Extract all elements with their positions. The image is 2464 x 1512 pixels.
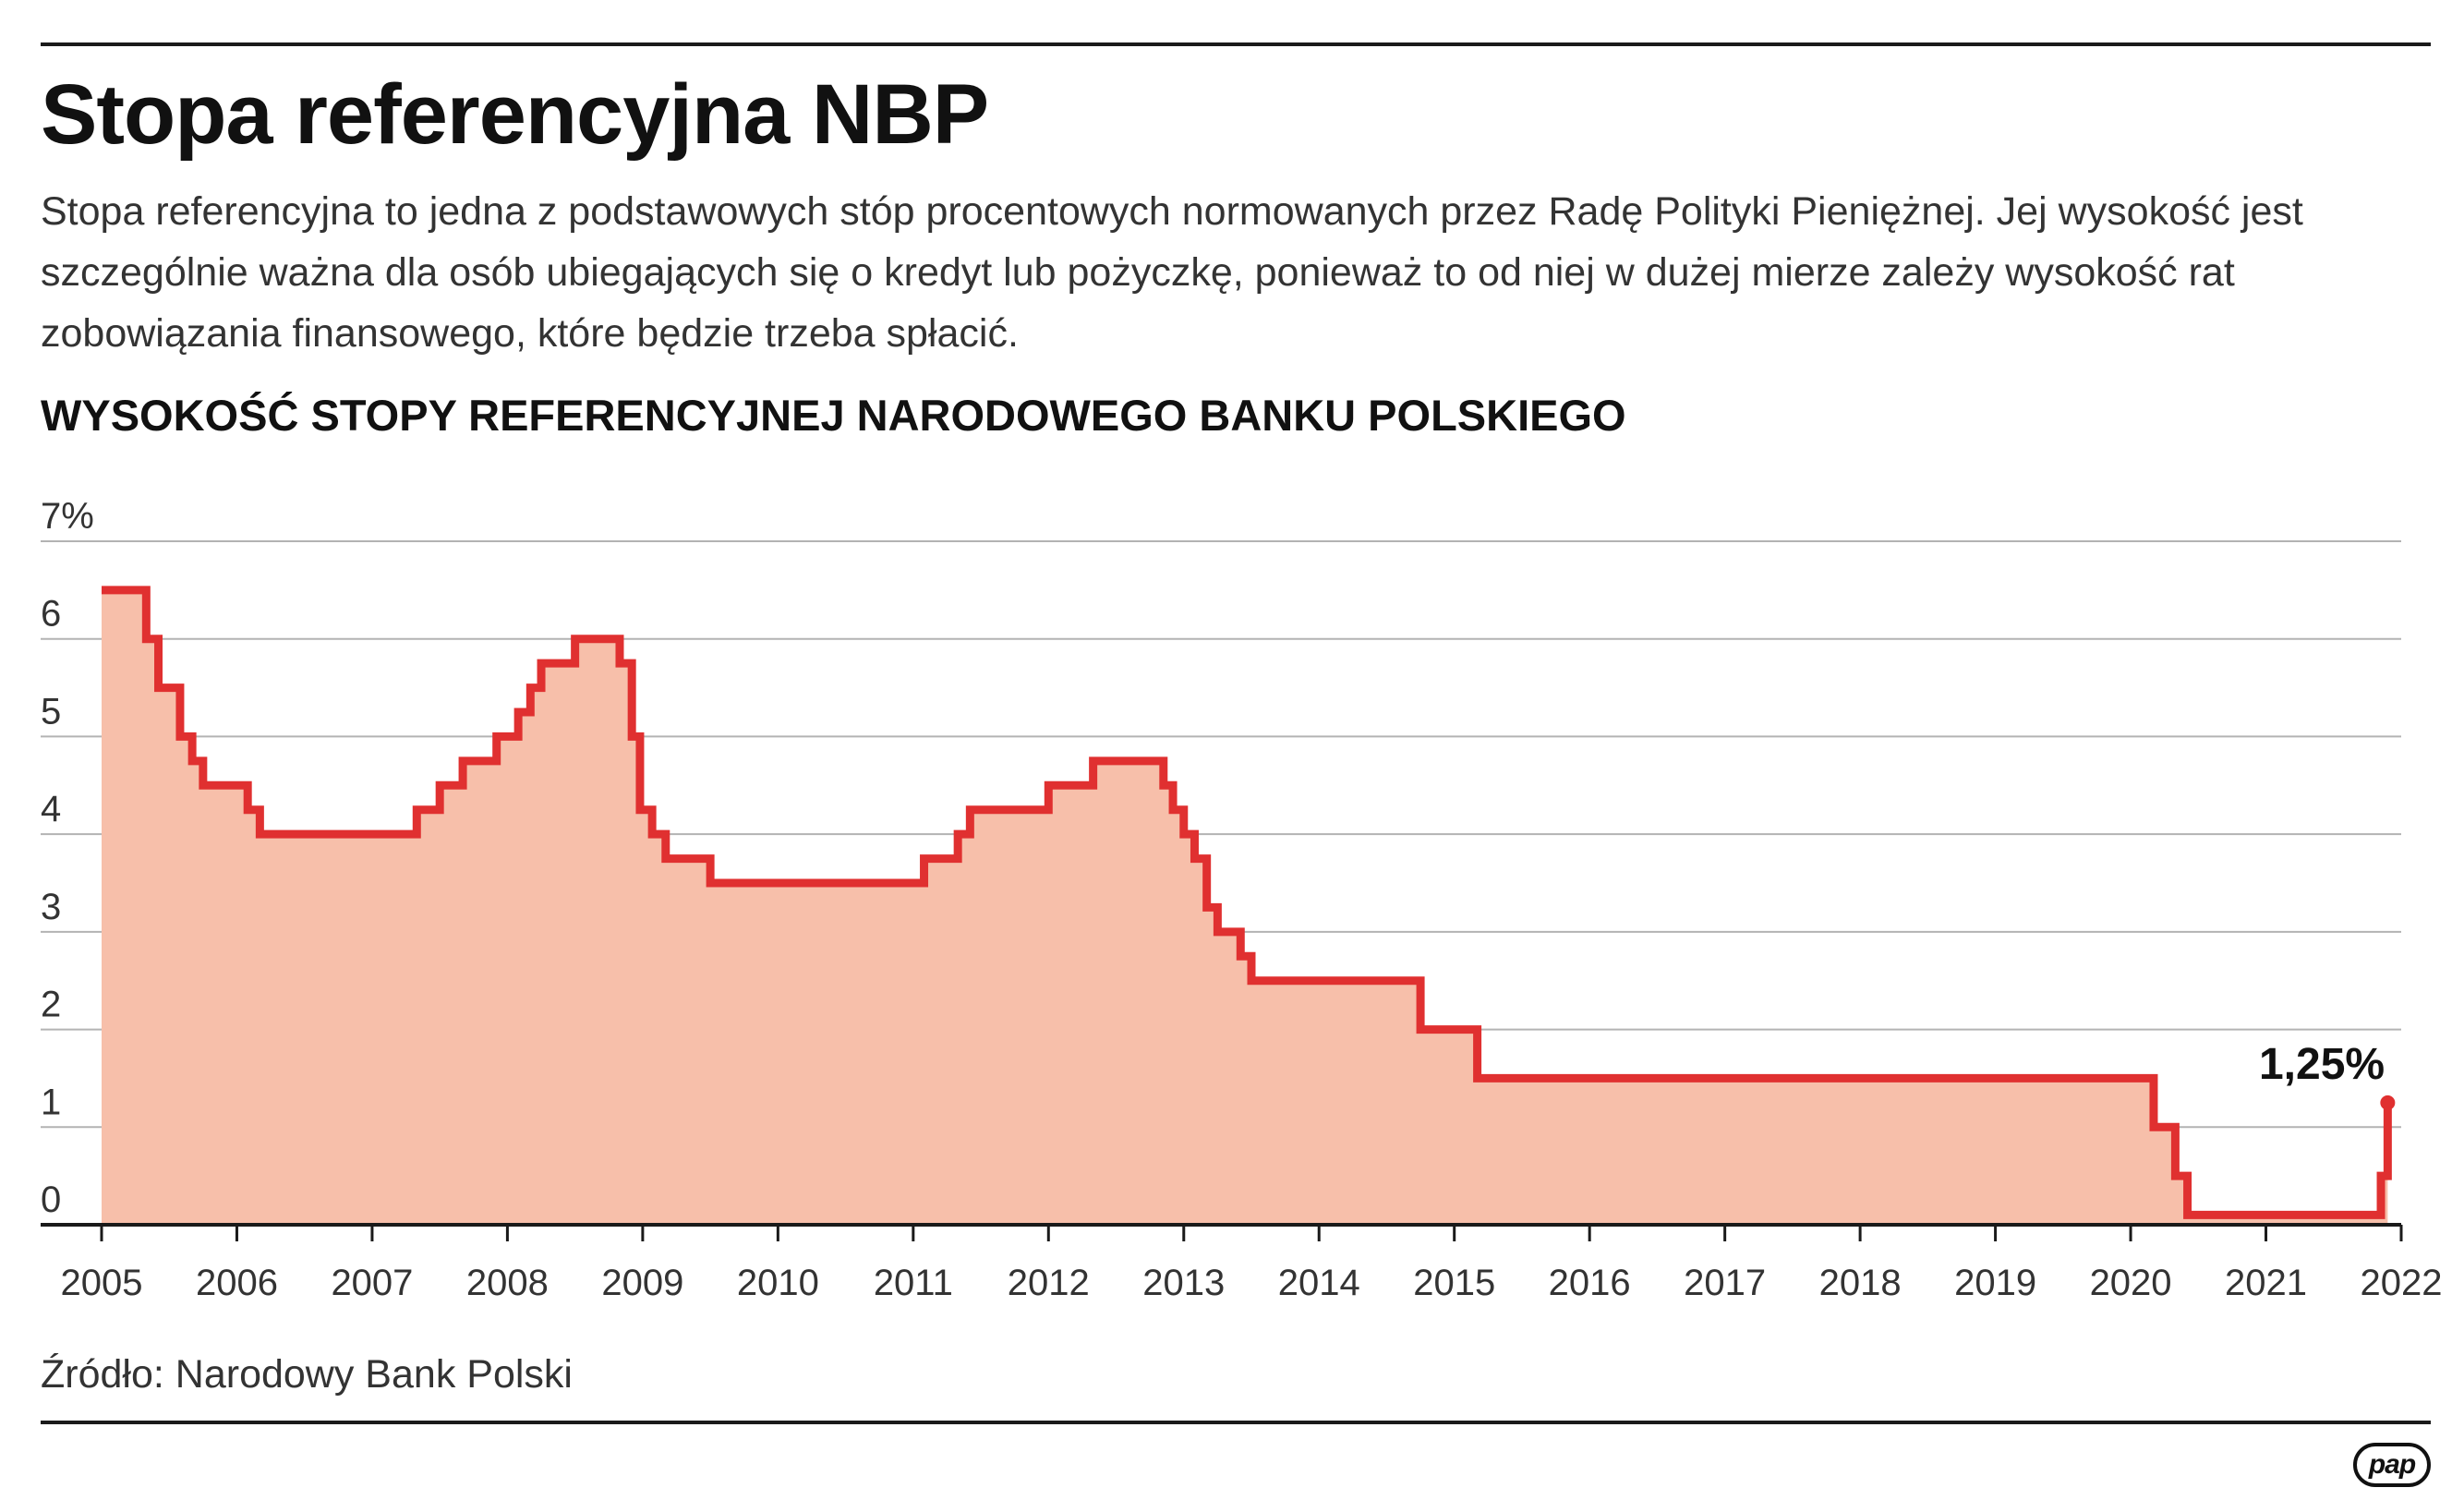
x-tick-label: 2008	[466, 1263, 549, 1303]
rate-area	[102, 589, 2388, 1225]
x-tick-label: 2009	[601, 1263, 683, 1303]
description: Stopa referencyjna to jedna z podstawowy…	[41, 189, 2303, 356]
chart-title: WYSOKOŚĆ STOPY REFERENCYJNEJ NARODOWEGO …	[41, 391, 1626, 440]
y-tick-label: 0	[41, 1179, 61, 1220]
x-tick-label: 2022	[2361, 1263, 2443, 1303]
x-tick-label: 2012	[1008, 1263, 1090, 1303]
pap-logo: pap	[2353, 1443, 2431, 1487]
x-tick-label: 2011	[874, 1263, 953, 1303]
x-tick-label: 2014	[1278, 1263, 1360, 1303]
x-tick-label: 2007	[331, 1263, 413, 1303]
page-title: Stopa referencyjna NBP	[41, 67, 989, 162]
x-tick-label: 2006	[196, 1263, 278, 1303]
x-tick-label: 2020	[2090, 1263, 2172, 1303]
bottom-rule	[41, 1421, 2431, 1424]
x-tick-label: 2017	[1684, 1263, 1766, 1303]
y-tick-label: 4	[41, 789, 61, 829]
x-tick-label: 2013	[1142, 1263, 1225, 1303]
y-tick-label: 2	[41, 985, 61, 1025]
y-tick-label: 5	[41, 691, 61, 732]
x-tick-labels: 2005 2006 2007 2008 2009 2010 2011 2012 2013 2014…	[61, 1225, 2443, 1303]
latest-value-marker	[2380, 1095, 2396, 1110]
x-tick-label: 2019	[1954, 1263, 2036, 1303]
y-tick-labels: 0 1 2 3 4 5 6 7%	[41, 496, 94, 1220]
x-tick-label: 2016	[1549, 1263, 1631, 1303]
y-tick-label: 3	[41, 887, 61, 927]
y-tick-label: 7%	[41, 496, 94, 537]
rate-line	[102, 586, 2392, 1219]
x-tick-label: 2015	[1413, 1263, 1495, 1303]
latest-value-label: 1,25%	[2259, 1040, 2385, 1089]
source-note: Źródło: Narodowy Bank Polski	[41, 1352, 573, 1397]
x-tick-label: 2010	[737, 1263, 819, 1303]
top-rule	[41, 42, 2431, 46]
x-tick-label: 2018	[1819, 1263, 1902, 1303]
x-tick-label: 2005	[61, 1263, 143, 1303]
x-tick-label: 2021	[2225, 1263, 2307, 1303]
y-tick-label: 6	[41, 594, 61, 635]
y-tick-label: 1	[41, 1082, 61, 1122]
